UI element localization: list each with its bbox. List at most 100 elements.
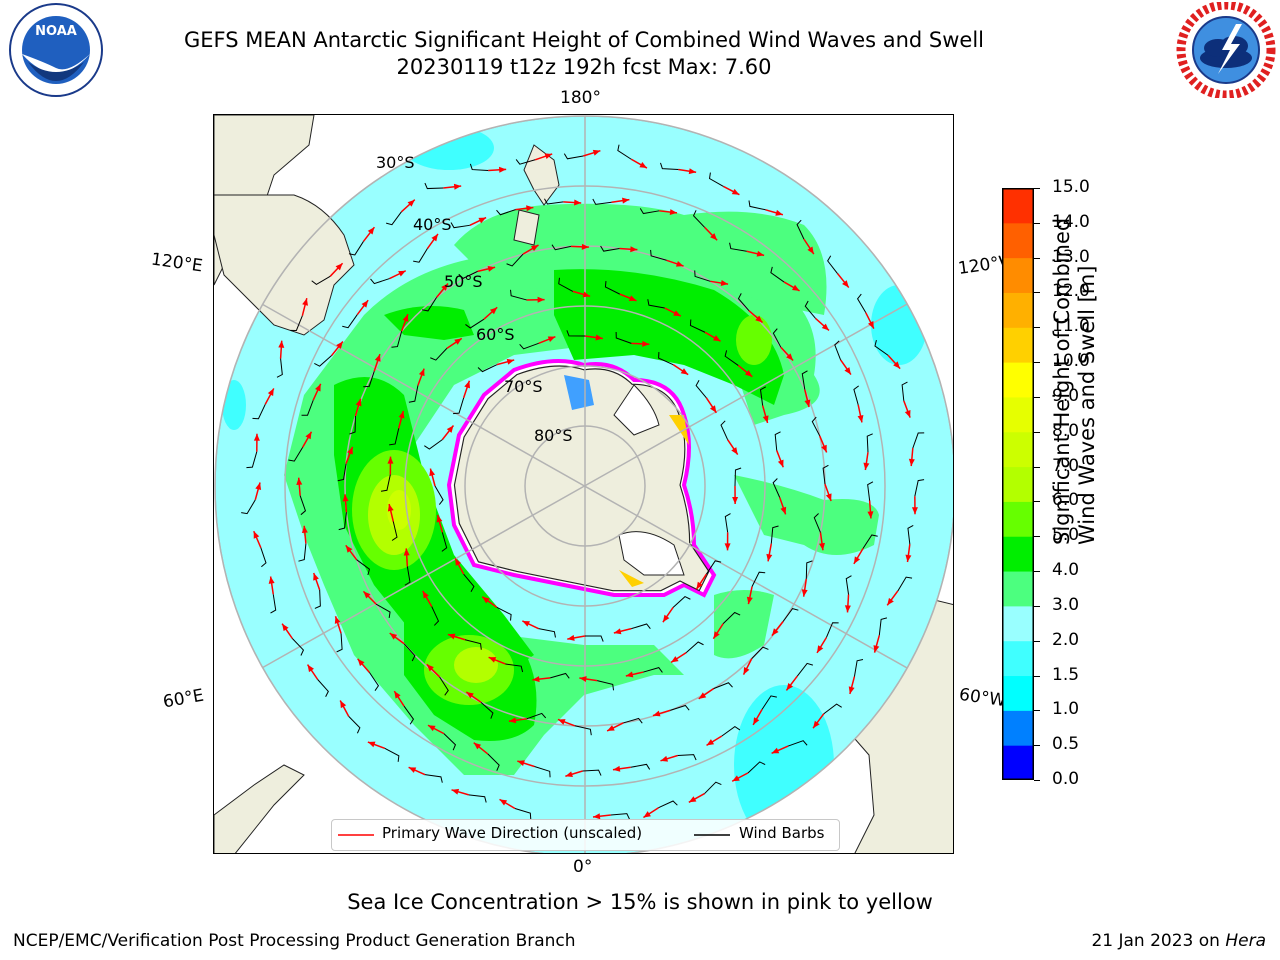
wind-barb: [912, 432, 925, 449]
wave-direction-arrowhead: [863, 462, 870, 471]
wave-direction-arrowhead: [522, 620, 530, 627]
wave-direction-arrowhead: [422, 590, 429, 599]
wave-direction-arrowhead: [498, 166, 507, 173]
colorbar-tick-label: 6.0: [1052, 490, 1080, 511]
wave-direction-arrowhead: [579, 676, 587, 683]
wave-direction-arrowhead: [680, 368, 689, 375]
wind-barb: [592, 198, 612, 205]
wind-barb: [729, 242, 747, 252]
colorbar-swatch: [1002, 431, 1034, 468]
colorbar-swatch: [1002, 675, 1034, 711]
wave-direction-arrowhead: [593, 813, 601, 820]
wind-barb: [298, 543, 307, 562]
wave-direction-arrowhead: [574, 199, 582, 206]
wave-direction-arrowhead: [363, 591, 371, 599]
wave-direction-arrowhead: [893, 361, 901, 369]
wave-direction-arrowhead: [517, 760, 525, 767]
wave-direction-arrowhead: [301, 525, 308, 534]
wind-barb-swatch: [694, 834, 730, 836]
wind-barb: [413, 248, 428, 263]
wind-barb: [720, 420, 729, 440]
wind-barb: [299, 495, 307, 516]
wave-direction-arrowhead: [398, 270, 406, 277]
wave-direction-arrowhead: [720, 280, 729, 286]
wind-barb: [704, 781, 722, 794]
wave-direction-arrowhead: [340, 700, 347, 709]
wave-direction-arrowhead: [607, 725, 615, 731]
wind-barb: [487, 753, 500, 771]
wind-barb: [317, 679, 329, 697]
wind-barb: [813, 513, 821, 533]
wind-barb: [453, 397, 465, 415]
wind-barb: [623, 717, 643, 724]
wave-direction-arrowhead: [807, 246, 814, 255]
colorbar-tick-label: 0.0: [1052, 769, 1080, 789]
wind-barb: [845, 575, 852, 595]
wind-barb: [314, 355, 332, 367]
wind-barb: [386, 211, 402, 226]
wave-direction-arrowhead: [454, 338, 462, 345]
colorbar-swatch: [1002, 327, 1034, 363]
colorbar-tick-mark: [1034, 396, 1040, 398]
colorbar-swatch: [1002, 292, 1034, 328]
wave-direction-arrowhead: [712, 335, 721, 342]
wind-barb: [801, 370, 808, 390]
wind-barb: [403, 705, 415, 725]
wave-direction-arrowhead: [544, 153, 553, 160]
colorbar-tick-mark: [1034, 257, 1040, 259]
wind-barb: [615, 331, 632, 344]
antarctica: [446, 359, 717, 598]
wave-direction-arrowhead: [436, 514, 443, 523]
wind-barb: [695, 380, 707, 399]
legend-wind-barbs: Wind Barbs: [739, 824, 825, 842]
wave-direction-arrowhead: [911, 507, 918, 515]
wave-direction-arrowhead: [305, 431, 312, 440]
wind-barb: [431, 606, 440, 626]
wave-direction-arrowhead: [473, 742, 482, 750]
wind-barb: [252, 404, 266, 420]
wave-direction-arrowhead: [696, 581, 703, 590]
wave-direction-arrowhead: [374, 354, 381, 362]
colorbar-tick-label: 11.0: [1052, 316, 1090, 337]
wave-direction-arrowhead: [431, 233, 438, 242]
colorbar-tick-mark: [1034, 292, 1040, 294]
wave-direction-arrowhead: [848, 686, 855, 694]
wave-direction-arrowhead: [547, 336, 556, 343]
wind-barb: [270, 594, 277, 614]
wave-direction-arrowhead: [451, 788, 460, 795]
wind-barb: [465, 318, 485, 329]
wave-direction-arrowhead: [908, 458, 915, 467]
wind-barb: [336, 633, 343, 653]
wind-barb: [404, 566, 411, 586]
colorbar-swatch: [1002, 222, 1034, 259]
wave-direction-arrowhead: [801, 589, 808, 597]
wave-direction-arrowhead: [813, 720, 820, 729]
wind-barb: [772, 478, 781, 498]
wind-barb: [772, 328, 782, 348]
wind-barb: [761, 695, 777, 710]
wind-barb: [566, 330, 586, 337]
wind-barb: [291, 638, 305, 656]
wind-barb: [822, 464, 829, 485]
wind-barb: [463, 573, 475, 592]
colorbar-tick-label: 12.0: [1052, 281, 1090, 302]
colorbar-swatch: [1002, 640, 1034, 677]
wave-direction-arrowhead: [464, 380, 471, 389]
wind-barb: [660, 162, 679, 170]
wind-barb: [450, 222, 470, 229]
wind-barb: [526, 712, 547, 720]
colorbar-tick-label: 1.5: [1052, 664, 1080, 685]
colorbar-swatch: [1002, 257, 1034, 293]
wave-direction-arrowhead: [595, 334, 603, 341]
wave-direction-arrowhead: [688, 168, 697, 175]
wave-direction-arrowhead: [357, 658, 365, 667]
wind-barb: [276, 358, 283, 378]
wave-direction-arrowhead: [873, 645, 880, 653]
wind-barb: [424, 439, 443, 450]
wave-direction-arrowhead: [567, 634, 575, 641]
wind-barb: [747, 761, 766, 774]
wave-direction-arrowhead: [732, 775, 740, 782]
wind-barb: [468, 794, 487, 803]
wave-direction-arrowhead: [389, 633, 398, 640]
nws-logo: [1176, 2, 1276, 98]
